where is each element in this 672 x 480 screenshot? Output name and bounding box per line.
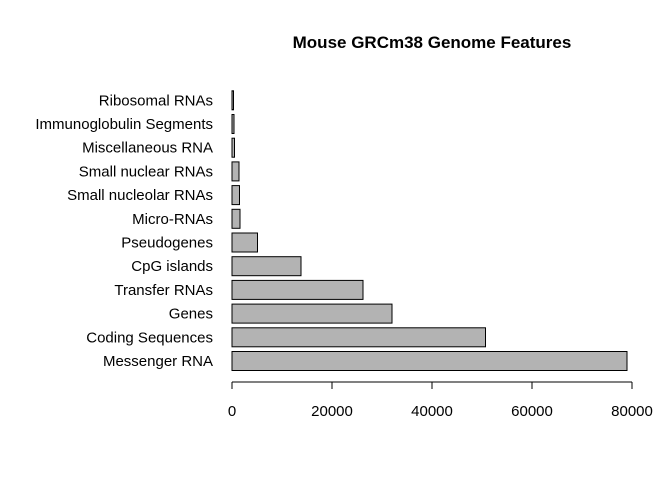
bar-ribosomal-rnas [231, 90, 234, 111]
bars-group [231, 90, 628, 371]
x-tick-label: 60000 [511, 403, 553, 420]
category-label-transfer-rnas: Transfer RNAs [114, 282, 213, 299]
bar-pseudogenes [231, 232, 258, 253]
bar-transfer-rnas [231, 279, 364, 300]
category-label-small-nuclear-rnas: Small nuclear RNAs [79, 163, 213, 180]
category-label-pseudogenes: Pseudogenes [121, 235, 213, 252]
x-tick-label: 20000 [311, 403, 353, 420]
bar-genes [231, 303, 393, 324]
bar-micro-rnas [231, 208, 241, 229]
bar-coding-sequences [231, 327, 486, 348]
x-tick-label: 0 [228, 403, 236, 420]
x-tick-label: 40000 [411, 403, 453, 420]
bar-small-nuclear-rnas [231, 161, 240, 182]
category-label-messenger-rna: Messenger RNA [103, 353, 213, 370]
category-label-immunoglobulin-segments: Immunoglobulin Segments [35, 116, 213, 133]
category-label-micro-rnas: Micro-RNAs [132, 211, 213, 228]
bar-messenger-rna [231, 351, 628, 371]
x-axis: 0 20000 40000 60000 80000 [228, 381, 653, 420]
category-label-small-nucleolar-rnas: Small nucleolar RNAs [67, 187, 213, 204]
bar-small-nucleolar-rnas [231, 185, 240, 206]
category-labels: Messenger RNA Coding Sequences Genes Transf… [35, 92, 213, 370]
bar-immunoglobulin-segments [231, 114, 235, 134]
category-label-miscellaneous-rna: Miscellaneous RNA [82, 140, 213, 157]
bar-cpg-islands [231, 256, 302, 277]
chart-title: Mouse GRCm38 Genome Features [293, 33, 572, 52]
bar-miscellaneous-rna [231, 137, 235, 158]
category-label-coding-sequences: Coding Sequences [86, 329, 213, 346]
category-label-ribosomal-rnas: Ribosomal RNAs [99, 92, 213, 109]
category-label-cpg-islands: CpG islands [131, 258, 213, 275]
category-label-genes: Genes [169, 306, 213, 323]
x-tick-label: 80000 [611, 403, 653, 420]
